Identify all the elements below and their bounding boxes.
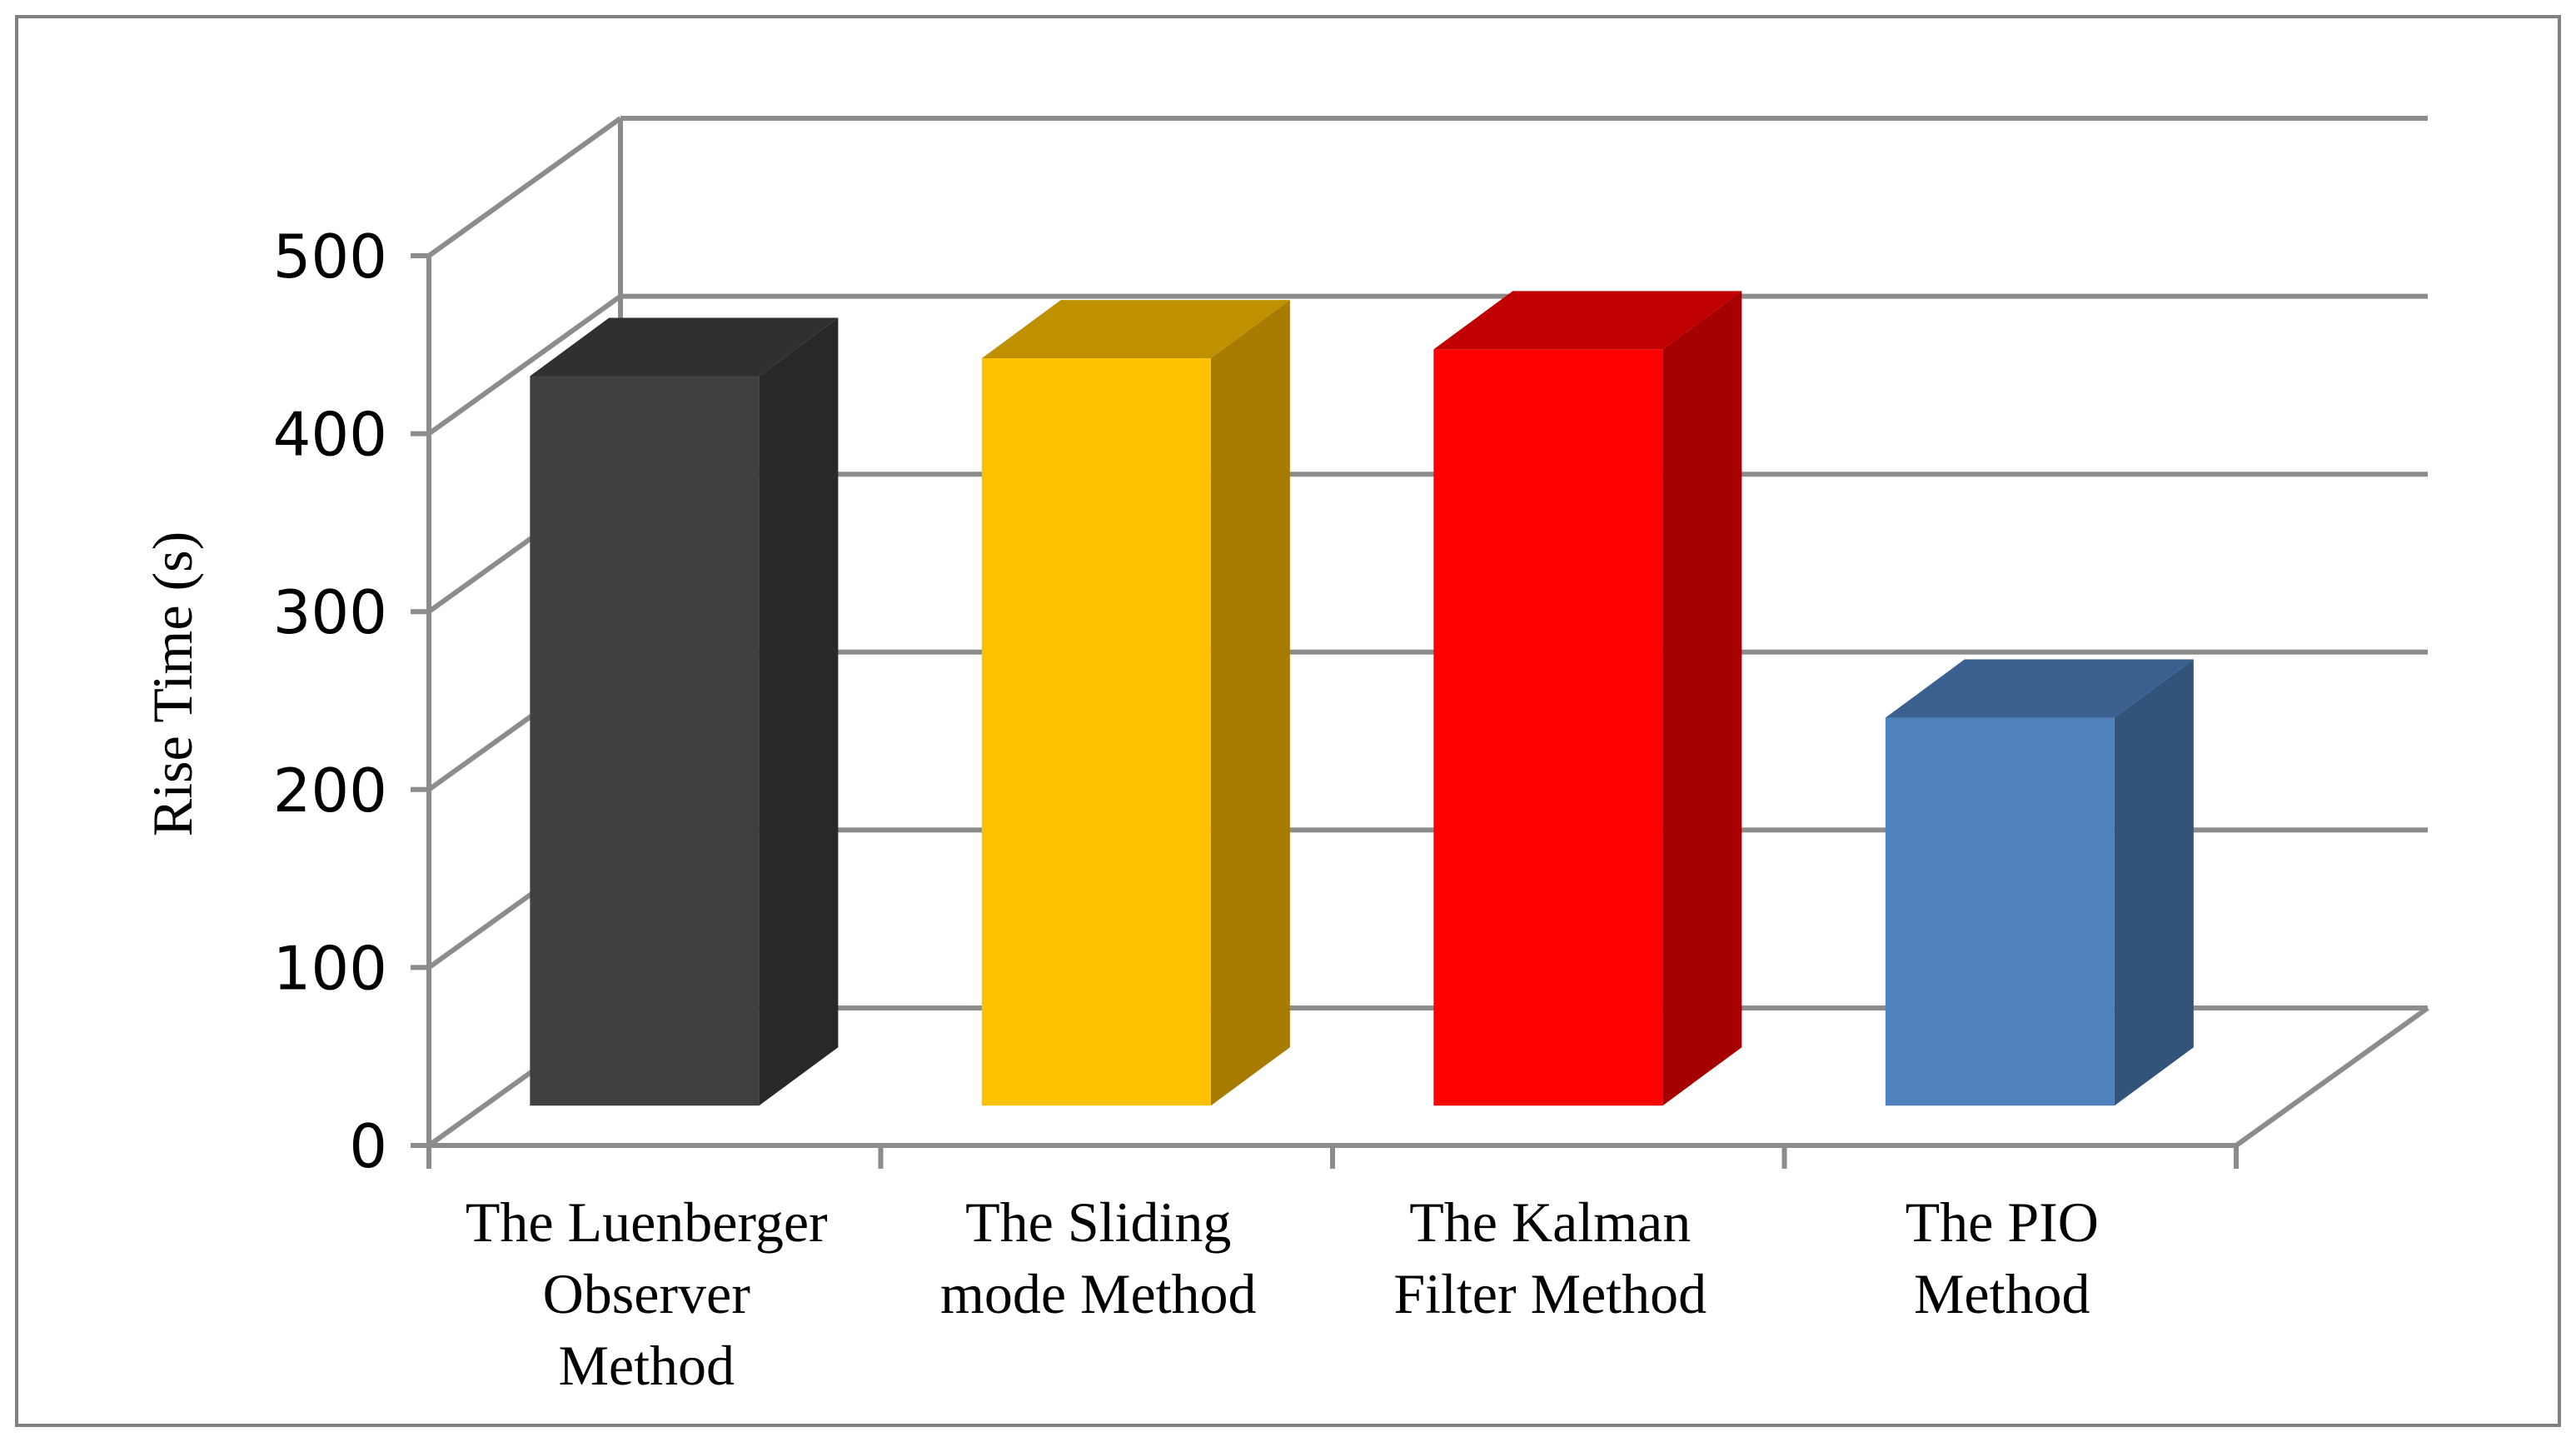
x-tick-label-line: Method <box>558 1334 735 1397</box>
gridline-side <box>427 116 622 258</box>
bar <box>981 358 1211 1106</box>
y-tick-label: 500 <box>273 222 387 292</box>
y-tick-label: 200 <box>273 756 387 826</box>
y-axis-title: Rise Time (s) <box>141 531 204 837</box>
chart-labels: 0 100 200 300 400 500 The Luenberger Observer Me… <box>141 222 2099 1397</box>
y-tick-label: 400 <box>273 400 387 470</box>
x-tick-label: The Luenberger Observer Method <box>466 1190 828 1397</box>
x-tick-label-line: The Kalman <box>1409 1190 1691 1254</box>
bar <box>530 376 760 1106</box>
bar-side <box>1210 300 1290 1106</box>
bar-series <box>530 291 2194 1106</box>
y-tick-label: 100 <box>273 933 387 1003</box>
bar-top <box>530 317 839 377</box>
bar-side <box>759 317 839 1106</box>
x-tick-label: The Sliding mode Method <box>940 1190 1257 1325</box>
bar-top <box>981 300 1290 359</box>
x-tick-label-line: Filter Method <box>1393 1262 1707 1325</box>
x-tick-label: The PIO Method <box>1906 1190 2099 1325</box>
bar-side <box>2114 659 2194 1106</box>
floor-right-edge <box>2235 1005 2429 1148</box>
x-tick-label-line: The Luenberger <box>466 1190 828 1254</box>
x-tick-label-line: The PIO <box>1906 1190 2099 1254</box>
bar-top <box>1433 291 1742 350</box>
bar <box>1885 717 2115 1106</box>
x-tick-label-line: mode Method <box>940 1262 1257 1325</box>
y-tick-label: 300 <box>273 577 387 647</box>
gridline-side <box>427 294 622 437</box>
x-tick-label-line: Observer <box>543 1262 751 1325</box>
x-tick-label-line: Method <box>1914 1262 2090 1325</box>
bar-side <box>1662 291 1742 1106</box>
x-tick-label-line: The Sliding <box>965 1190 1231 1254</box>
bar <box>1433 349 1663 1106</box>
y-tick-label: 0 <box>349 1111 387 1181</box>
bar-top <box>1885 659 2194 718</box>
chart-axes <box>411 253 2239 1169</box>
x-tick-label: The Kalman Filter Method <box>1393 1190 1707 1325</box>
